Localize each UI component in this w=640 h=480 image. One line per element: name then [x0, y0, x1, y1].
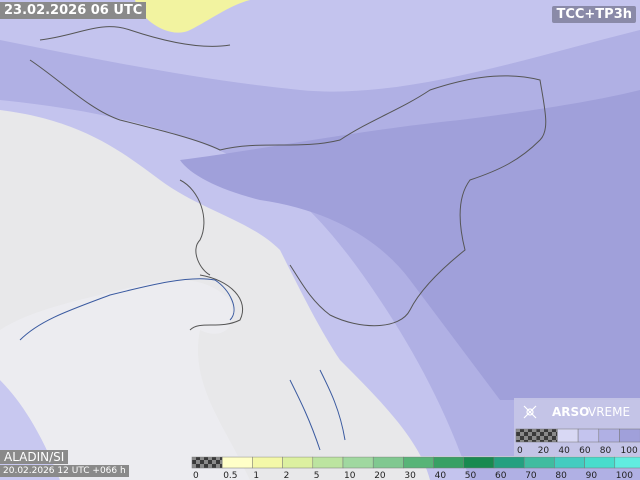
- legend-label: 0: [517, 446, 523, 456]
- legend-label: 0.5: [223, 471, 237, 480]
- logo-vreme: VREME: [588, 405, 630, 419]
- logo-icon: [523, 405, 537, 419]
- legend-swatch: [619, 428, 640, 443]
- legend-swatch: [557, 428, 579, 443]
- legend-swatch: [433, 456, 465, 469]
- legend-swatch: [221, 456, 253, 469]
- legend-swatch: [312, 456, 344, 469]
- legend-swatch: [403, 456, 434, 469]
- legend-label: 100: [616, 471, 633, 480]
- precip-area: [0, 0, 250, 33]
- legend-swatch: [342, 456, 374, 469]
- legend-swatch: [252, 456, 283, 469]
- legend-label: 100: [621, 446, 638, 456]
- logo-arso: ARSO: [552, 405, 589, 419]
- legend-swatch: [614, 456, 640, 469]
- legend-swatch: [463, 456, 495, 469]
- legend-label: 80: [600, 446, 612, 456]
- legend-swatch: [523, 456, 555, 469]
- coastline: [19, 278, 346, 451]
- legend-swatch: [282, 456, 314, 469]
- precip-legend: 0 0.5 1 2 5 10 20 30 40 50 60 70 80 90 100: [191, 456, 640, 480]
- legend-swatch: [536, 428, 558, 443]
- legend-label: 70: [525, 471, 537, 480]
- legend-label: 40: [435, 471, 447, 480]
- cloud-legend: 0 20 40 60 80 100: [515, 428, 640, 456]
- legend-label: 20: [374, 471, 386, 480]
- legend-label: 80: [555, 471, 567, 480]
- legend-swatch: [372, 456, 404, 469]
- legend-swatch: [554, 456, 585, 469]
- model-name: ALADIN/SI: [0, 450, 69, 464]
- legend-label: 30: [404, 471, 416, 480]
- valid-time: 23.02.2026 06 UTC: [0, 2, 147, 19]
- cloud-area-full: [180, 90, 640, 400]
- legend-label: 20: [538, 446, 550, 456]
- legend-label: 5: [314, 471, 320, 480]
- legend-swatch: [493, 456, 525, 469]
- legend-label: 60: [579, 446, 591, 456]
- legend-label: 50: [465, 471, 477, 480]
- legend-label: 60: [495, 471, 507, 480]
- legend-swatch: [191, 456, 223, 469]
- sea: [0, 280, 250, 480]
- legend-swatch: [598, 428, 620, 443]
- legend-swatch: [515, 428, 537, 443]
- legend-label: 40: [558, 446, 570, 456]
- legend-label: 0: [193, 471, 199, 480]
- legend-swatch: [584, 456, 616, 469]
- run-info: 20.02.2026 12 UTC +066 h: [0, 465, 129, 477]
- borders: [29, 26, 547, 331]
- legend-label: 1: [253, 471, 259, 480]
- legend-label: 90: [586, 471, 598, 480]
- legend-label: 10: [344, 471, 356, 480]
- legend-swatch: [577, 428, 600, 443]
- legend-label: 2: [284, 471, 290, 480]
- product-name: TCC+TP3h: [552, 6, 636, 23]
